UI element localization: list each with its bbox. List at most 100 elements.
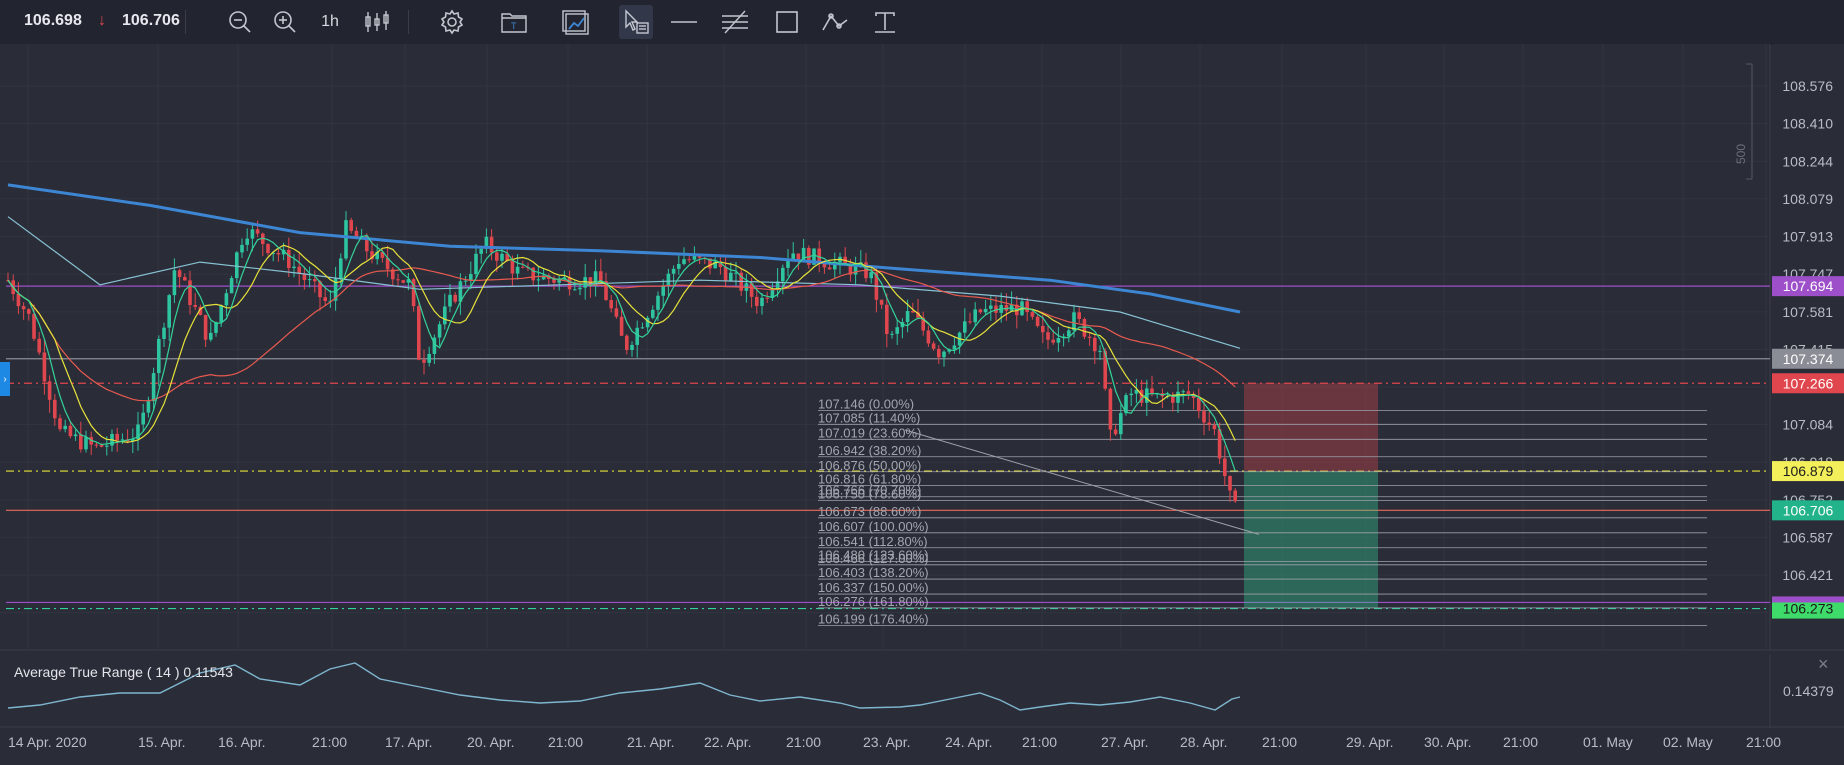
candle-body xyxy=(495,252,499,261)
candle-body xyxy=(1082,318,1087,337)
candle-body xyxy=(1030,312,1035,317)
candle-body xyxy=(1035,316,1040,326)
candle-body xyxy=(406,279,411,283)
fib-level-label: 106.466 (127.00%) xyxy=(818,551,929,566)
fib-level-label: 106.480 (123.60%) xyxy=(818,548,929,563)
candle-body xyxy=(47,381,52,400)
volume-scale-label: 500 xyxy=(1734,144,1748,164)
time-tick-label: 30. Apr. xyxy=(1424,734,1472,750)
candle-body xyxy=(469,274,473,281)
candle-body xyxy=(172,270,177,296)
candle-body xyxy=(796,253,801,260)
chart-type-button[interactable] xyxy=(360,5,394,39)
price-tag xyxy=(1772,348,1844,369)
candle-body xyxy=(1103,350,1107,389)
candle-body xyxy=(661,286,665,296)
text-tool-icon xyxy=(875,12,895,33)
candle-body xyxy=(801,247,806,260)
candle-body xyxy=(541,275,546,280)
bid-price: 106.698 xyxy=(24,12,82,29)
candle-body xyxy=(167,295,171,328)
fib-level-label: 106.876 (50.00%) xyxy=(818,458,921,473)
price-chart[interactable]: 108.576108.410108.244108.079107.913107.7… xyxy=(0,44,1844,655)
risk-zone xyxy=(1244,383,1378,472)
candle-body xyxy=(411,279,416,307)
candle-body xyxy=(952,345,957,350)
time-tick-label: 28. Apr. xyxy=(1180,734,1228,750)
zoom-out-button[interactable] xyxy=(223,5,257,39)
candle-body xyxy=(604,281,608,301)
candle-body xyxy=(391,269,395,280)
parallel-lines-icon xyxy=(722,10,748,34)
time-tick-label: 23. Apr. xyxy=(863,734,911,750)
template-button[interactable]: T xyxy=(497,5,531,39)
candle-body xyxy=(151,373,156,402)
candle-body xyxy=(261,233,265,245)
candle-body xyxy=(313,279,317,282)
candle-body xyxy=(989,305,993,309)
candle-body xyxy=(333,278,338,301)
zoom-in-button[interactable] xyxy=(268,5,302,39)
candle-body xyxy=(302,273,307,280)
text-tool[interactable] xyxy=(868,5,902,39)
candle-body xyxy=(141,412,145,425)
candle-body xyxy=(827,267,832,270)
candle-body xyxy=(1233,490,1237,502)
candle-body xyxy=(1197,398,1201,412)
path-tool[interactable] xyxy=(818,5,852,39)
timeframe-button[interactable]: 1h xyxy=(313,5,347,39)
time-tick-label: 14 Apr. 2020 xyxy=(8,734,87,750)
horizontal-line-tool[interactable] xyxy=(667,5,701,39)
candle-body xyxy=(157,338,161,374)
candle-body xyxy=(505,253,509,261)
time-tick-label: 29. Apr. xyxy=(1346,734,1394,750)
candle-body xyxy=(1207,422,1211,426)
indicator-chart-icon xyxy=(562,10,589,35)
close-icon[interactable]: × xyxy=(1818,654,1829,674)
candle-body xyxy=(578,287,582,290)
candle-body xyxy=(266,244,270,254)
candle-body xyxy=(1134,389,1139,394)
candle-body xyxy=(198,306,203,315)
candle-body xyxy=(354,230,359,239)
candle-body xyxy=(79,434,83,450)
reward-zone xyxy=(1244,471,1378,609)
candle-body xyxy=(474,253,478,275)
atr-chart[interactable] xyxy=(0,655,1844,728)
candle-body xyxy=(723,267,728,281)
candle-body xyxy=(339,258,343,279)
ma-200-line xyxy=(7,183,1241,314)
settings-button[interactable] xyxy=(435,5,469,39)
candle-body xyxy=(671,268,676,274)
candle-body xyxy=(609,300,613,309)
candle-body xyxy=(614,308,619,317)
time-tick-label: 15. Apr. xyxy=(138,734,186,750)
candle-body xyxy=(760,297,764,307)
price-tag xyxy=(1772,276,1844,297)
time-tick-label: 01. May xyxy=(1583,734,1633,750)
rectangle-tool[interactable] xyxy=(770,5,804,39)
price-tag xyxy=(1772,461,1844,482)
candle-body xyxy=(365,235,369,252)
horizontal-line-icon xyxy=(671,21,697,23)
side-panel-toggle[interactable]: › xyxy=(0,362,10,396)
candle-body xyxy=(567,277,572,290)
candle-body xyxy=(307,279,312,281)
candle-body xyxy=(619,316,624,336)
candle-body xyxy=(235,252,239,279)
candle-body xyxy=(718,261,723,268)
candle-body xyxy=(84,437,88,450)
indicators-button[interactable] xyxy=(558,5,592,39)
candle-body xyxy=(349,220,353,231)
candle-body xyxy=(479,248,483,254)
candle-body xyxy=(443,306,447,325)
template-folder-icon: T xyxy=(501,13,527,33)
parallel-lines-tool[interactable] xyxy=(718,5,752,39)
candle-body xyxy=(677,263,681,269)
candle-body xyxy=(1025,301,1029,313)
cursor-tool-button[interactable] xyxy=(619,5,653,39)
candle-body xyxy=(16,294,21,307)
candle-body xyxy=(162,327,166,339)
candle-body xyxy=(271,252,275,254)
candle-body xyxy=(1202,411,1206,423)
